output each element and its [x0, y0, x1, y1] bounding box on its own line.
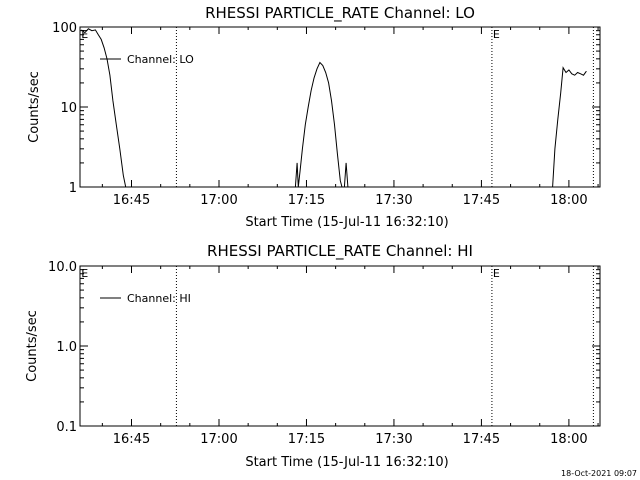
x-tick-label: 18:00 — [550, 193, 587, 208]
legend-label: Channel: LO — [127, 53, 194, 66]
chart-panel-2: RHESSI PARTICLE_RATE Channel: HI 16:45 17:… — [25, 242, 601, 470]
x-tick-label: 17:45 — [463, 193, 500, 208]
x-tick-label: 17:45 — [463, 432, 500, 447]
plot-timestamp: 18-Oct-2021 09:07 — [561, 469, 637, 478]
x-axis-label: Start Time (15-Jul-11 16:32:10) — [245, 455, 448, 470]
x-tick-label: 18:00 — [550, 432, 587, 447]
x-tick-label: 17:15 — [288, 432, 325, 447]
y-axis-label: Counts/sec — [25, 310, 40, 382]
plot-frame — [79, 26, 601, 188]
x-axis-label: Start Time (15-Jul-11 16:32:10) — [245, 215, 448, 230]
y-tick-label: 100 — [52, 21, 77, 36]
legend-label: Channel: HI — [127, 292, 191, 305]
x-tick-label: 17:30 — [375, 432, 412, 447]
x-tick-label: 17:15 — [288, 193, 325, 208]
series-line — [343, 162, 349, 188]
series-line — [81, 28, 127, 188]
y-tick-label: 0.1 — [56, 420, 77, 435]
event-marker-label: E — [493, 267, 500, 280]
x-tick-label: 17:00 — [200, 432, 237, 447]
event-marker-label: E — [81, 267, 88, 280]
chart-title: RHESSI PARTICLE_RATE Channel: LO — [205, 4, 475, 23]
y-tick-label: 10.0 — [48, 260, 77, 275]
y-axis-label: Counts/sec — [27, 71, 42, 143]
y-tick-label: 10 — [60, 101, 77, 116]
chart-title: RHESSI PARTICLE_RATE Channel: HI — [207, 242, 473, 261]
x-tick-label: 16:45 — [113, 193, 150, 208]
event-marker-label: E — [81, 28, 88, 41]
chart-panel-1: RHESSI PARTICLE_RATE Channel: LO 16:45 17:… — [27, 4, 601, 230]
x-tick-label: 16:45 — [113, 432, 150, 447]
event-marker-label: E — [493, 28, 500, 41]
plot-frame — [79, 265, 601, 427]
y-tick-label: 1 — [69, 181, 77, 196]
series-line — [294, 61, 343, 188]
x-tick-label: 17:30 — [375, 193, 412, 208]
x-tick-label: 17:00 — [200, 193, 237, 208]
series-line — [552, 66, 587, 188]
y-tick-label: 1.0 — [56, 340, 77, 355]
